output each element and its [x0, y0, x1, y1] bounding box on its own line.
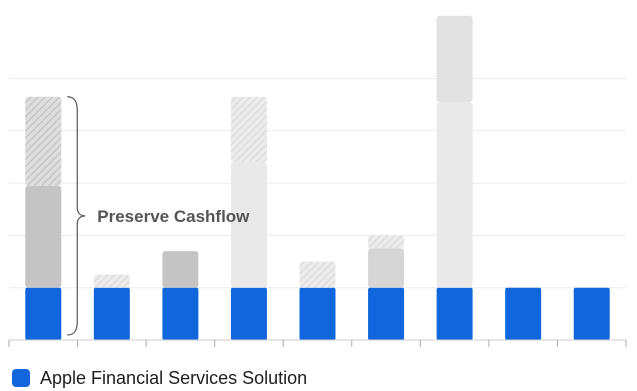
bar-segment [573, 287, 610, 340]
annotation-bracket [67, 96, 86, 336]
bar-segment [93, 274, 130, 288]
legend-label: Apple Financial Services Solution [40, 367, 308, 388]
bar-segment [162, 287, 199, 340]
bar-segment [299, 287, 336, 340]
bar-segment [299, 261, 336, 288]
bar-segment [230, 287, 267, 340]
bar-segment [436, 102, 473, 288]
bar-segment [436, 287, 473, 340]
bar-segment [25, 185, 62, 288]
annotation-label: Preserve Cashflow [97, 207, 250, 226]
bar-segment [25, 287, 62, 340]
bar-segment [505, 287, 542, 340]
bars [25, 15, 610, 340]
legend: Apple Financial Services Solution [12, 367, 307, 389]
bar-segment [368, 287, 405, 340]
bar-segment [162, 251, 199, 288]
bar-segment [230, 162, 267, 288]
bar-segment [93, 287, 130, 340]
bar-segment [25, 96, 62, 186]
bar-segment [368, 248, 405, 288]
bar-segment [436, 15, 473, 103]
gridlines [9, 77, 626, 289]
legend-swatch [12, 369, 30, 387]
x-axis [8, 339, 627, 347]
bar-segment [368, 235, 405, 249]
bar-segment [230, 96, 267, 163]
